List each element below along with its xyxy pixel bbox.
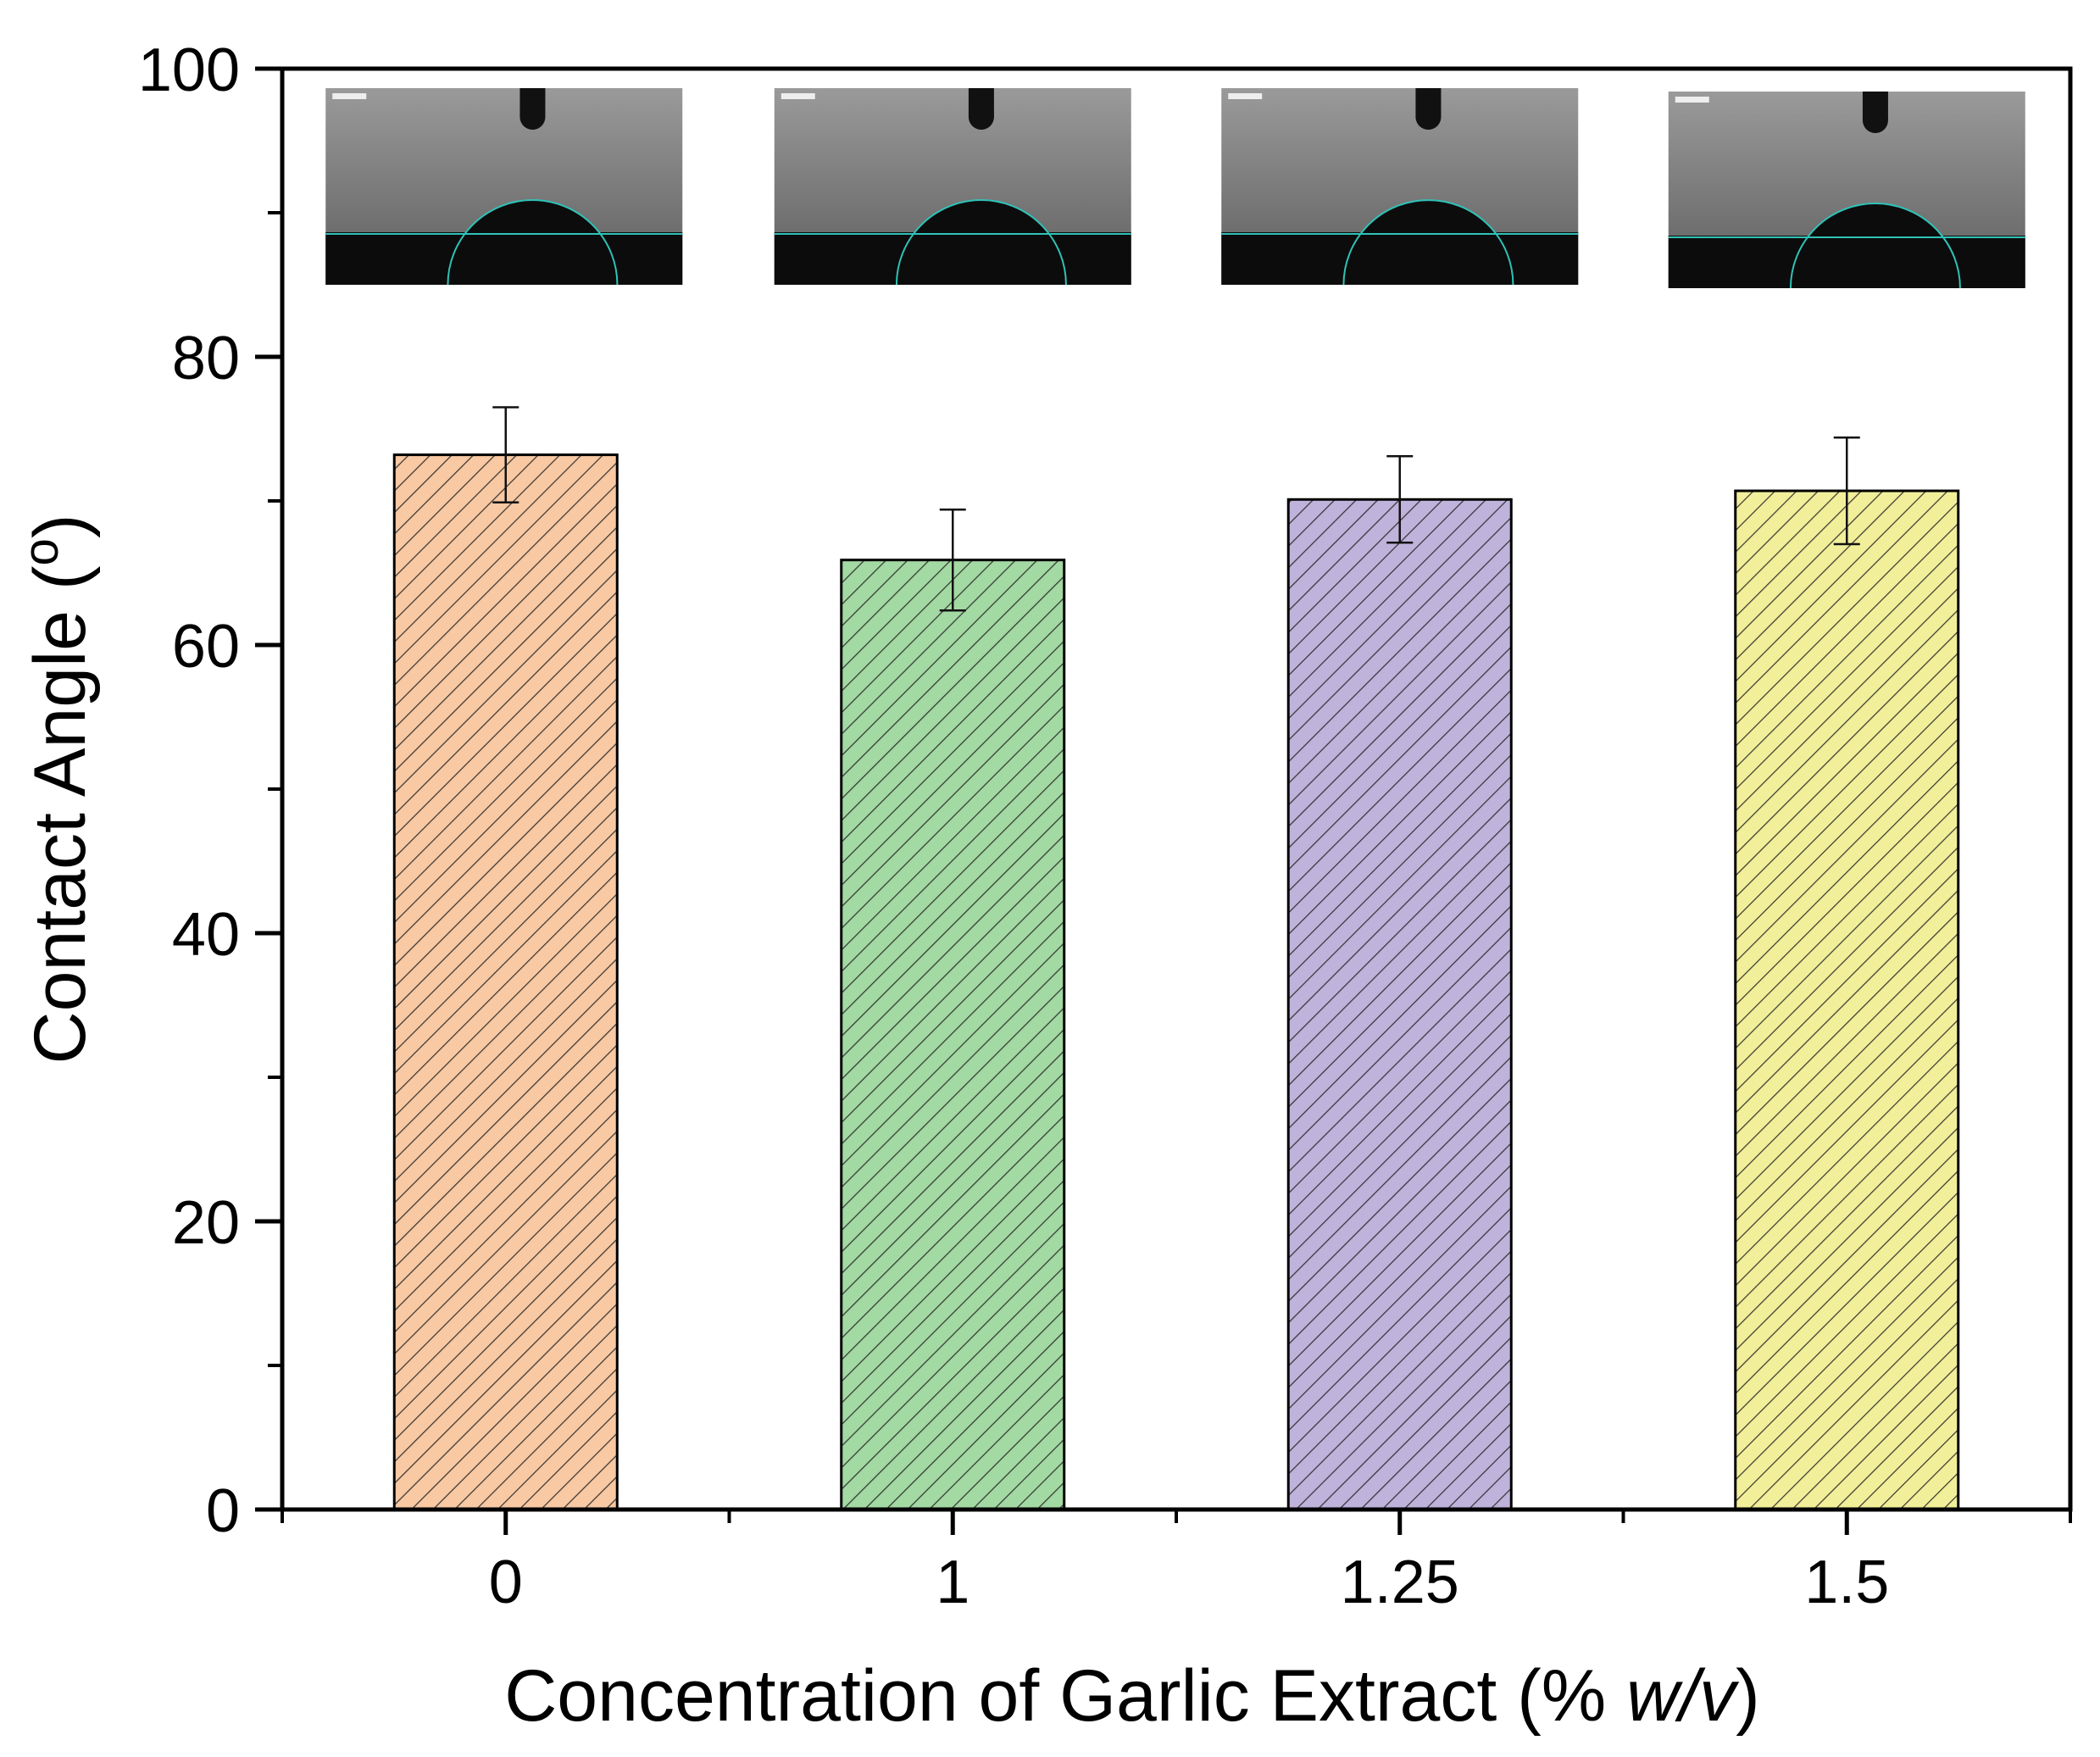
x-axis: 0 1 1.25 1.5 bbox=[281, 1510, 2072, 1616]
needle-tip bbox=[1862, 108, 1888, 133]
inset-photo-0 bbox=[325, 88, 683, 286]
y-axis: 0 20 40 60 80 100 bbox=[138, 36, 282, 1545]
error-bar-1.5 bbox=[1833, 436, 1860, 546]
droplet bbox=[896, 199, 1066, 285]
bar-0 bbox=[392, 453, 619, 1511]
error-bar-1.25 bbox=[1386, 455, 1414, 544]
y-tick-label: 80 bbox=[172, 325, 240, 392]
y-axis-label: Contact Angle (o) bbox=[14, 514, 102, 1065]
photo-scale-marker bbox=[1675, 97, 1709, 103]
droplet-fit-curve bbox=[1342, 199, 1514, 286]
x-tick-label: 1.5 bbox=[1804, 1548, 1889, 1616]
photo-scale-marker bbox=[332, 93, 367, 99]
droplet-photos bbox=[325, 88, 2025, 289]
bar-1.25 bbox=[1286, 498, 1513, 1511]
x-axis-label: Concentration of Garlic Extract (% w/v) bbox=[504, 1655, 1760, 1737]
needle-tip bbox=[519, 104, 546, 130]
needle-tip bbox=[1415, 104, 1442, 130]
x-tick-label: 0 bbox=[489, 1548, 523, 1616]
error-bars bbox=[492, 406, 1860, 612]
droplet-fit-curve bbox=[895, 199, 1067, 286]
bars bbox=[392, 453, 1960, 1511]
y-tick-label: 60 bbox=[172, 613, 240, 681]
y-tick-label: 40 bbox=[172, 901, 240, 969]
droplet bbox=[1343, 200, 1514, 285]
droplet-fit-curve bbox=[447, 199, 619, 286]
x-tick-label: 1 bbox=[936, 1548, 969, 1616]
y-tick-label: 100 bbox=[138, 36, 240, 104]
droplet bbox=[1790, 203, 1960, 288]
needle-tip bbox=[968, 104, 994, 130]
photo-scale-marker bbox=[1228, 93, 1263, 99]
bar-hatch bbox=[841, 559, 1064, 1510]
bar-hatch bbox=[1288, 499, 1512, 1510]
droplet-fit-curve bbox=[1789, 203, 1961, 289]
photo-scale-marker bbox=[781, 93, 815, 99]
bar-1.5 bbox=[1734, 489, 1960, 1511]
droplet bbox=[447, 199, 618, 285]
error-bar-1 bbox=[939, 508, 966, 612]
inset-photo-1.25 bbox=[1221, 88, 1579, 286]
x-tick-label: 1.25 bbox=[1341, 1548, 1459, 1616]
bar-1 bbox=[840, 559, 1066, 1511]
bar-hatch bbox=[1735, 491, 1958, 1510]
inset-photo-1 bbox=[774, 88, 1131, 286]
y-tick-label: 0 bbox=[206, 1477, 240, 1545]
y-tick-label: 20 bbox=[172, 1189, 240, 1257]
bar-hatch bbox=[394, 454, 618, 1510]
error-bar-0 bbox=[492, 406, 519, 503]
inset-photo-1.5 bbox=[1668, 92, 2025, 289]
